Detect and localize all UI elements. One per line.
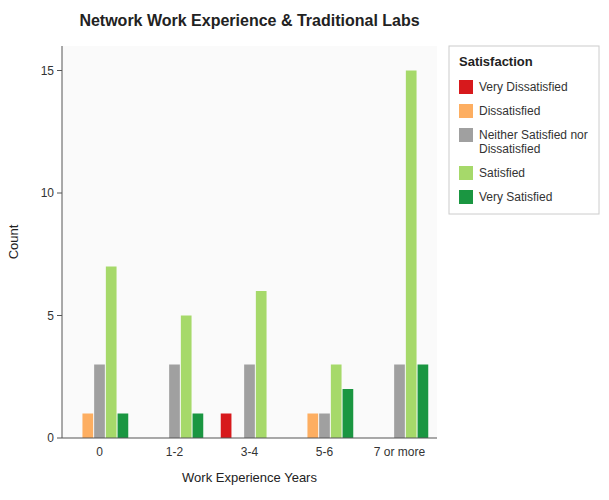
chart: 0 5 10 15 0 1-2 3-4 5-6 7 or more Network Work Ex…	[0, 0, 609, 500]
legend-label: Satisfied	[479, 166, 525, 180]
legend: Satisfaction Very Dissatisfied Dissatisfie…	[449, 46, 599, 214]
y-tick-label: 15	[41, 64, 55, 78]
legend-label-line: Very Dissatisfied	[479, 80, 568, 94]
legend-label-line: Dissatisfied	[479, 104, 540, 118]
x-tick-label: 0	[96, 445, 103, 459]
legend-swatch	[459, 104, 473, 118]
plot-area	[62, 46, 437, 438]
bar	[331, 365, 342, 439]
title: Network Work Experience & Traditional La…	[79, 12, 419, 29]
legend-label-line: Neither Satisfied nor	[479, 128, 588, 142]
legend-swatch	[459, 166, 473, 180]
bar	[307, 414, 318, 439]
y-tick	[57, 315, 62, 316]
bar	[418, 365, 429, 439]
legend-swatch	[459, 128, 473, 142]
legend-swatch	[459, 190, 473, 204]
bar	[406, 71, 417, 439]
bar	[319, 414, 330, 439]
x-axis	[62, 438, 437, 439]
bar	[106, 267, 117, 439]
y-tick	[57, 438, 62, 439]
y-axis	[62, 46, 63, 438]
legend-label: Very Dissatisfied	[479, 80, 568, 94]
y-tick-label: 10	[41, 186, 55, 200]
bar	[82, 414, 93, 439]
y-tick	[57, 70, 62, 71]
y-tick	[57, 193, 62, 194]
legend-label: Very Satisfied	[479, 190, 552, 204]
y-axis-label: Count	[6, 224, 21, 259]
x-tick-label: 5-6	[316, 445, 334, 459]
x-tick-label: 3-4	[241, 445, 259, 459]
bar	[244, 365, 255, 439]
legend-label-line: Satisfied	[479, 166, 525, 180]
legend-box	[449, 46, 599, 214]
bar	[256, 291, 267, 438]
bar	[221, 414, 232, 439]
bar	[343, 389, 354, 438]
bars	[82, 71, 428, 439]
y-tick-label: 0	[47, 431, 54, 445]
legend-label: Dissatisfied	[479, 104, 540, 118]
bar	[394, 365, 405, 439]
legend-title: Satisfaction	[459, 54, 533, 69]
x-axis-label: Work Experience Years	[182, 470, 317, 485]
x-tick-label: 7 or more	[374, 445, 426, 459]
bar	[193, 414, 204, 439]
bar	[181, 316, 192, 439]
legend-label-line: Dissatisfied	[479, 142, 540, 156]
x-tick-label: 1-2	[166, 445, 184, 459]
y-tick-label: 5	[47, 309, 54, 323]
legend-label: Neither Satisfied norDissatisfied	[479, 128, 588, 156]
bar	[118, 414, 129, 439]
legend-swatch	[459, 80, 473, 94]
legend-label-line: Very Satisfied	[479, 190, 552, 204]
bar	[169, 365, 180, 439]
bar	[94, 365, 105, 439]
